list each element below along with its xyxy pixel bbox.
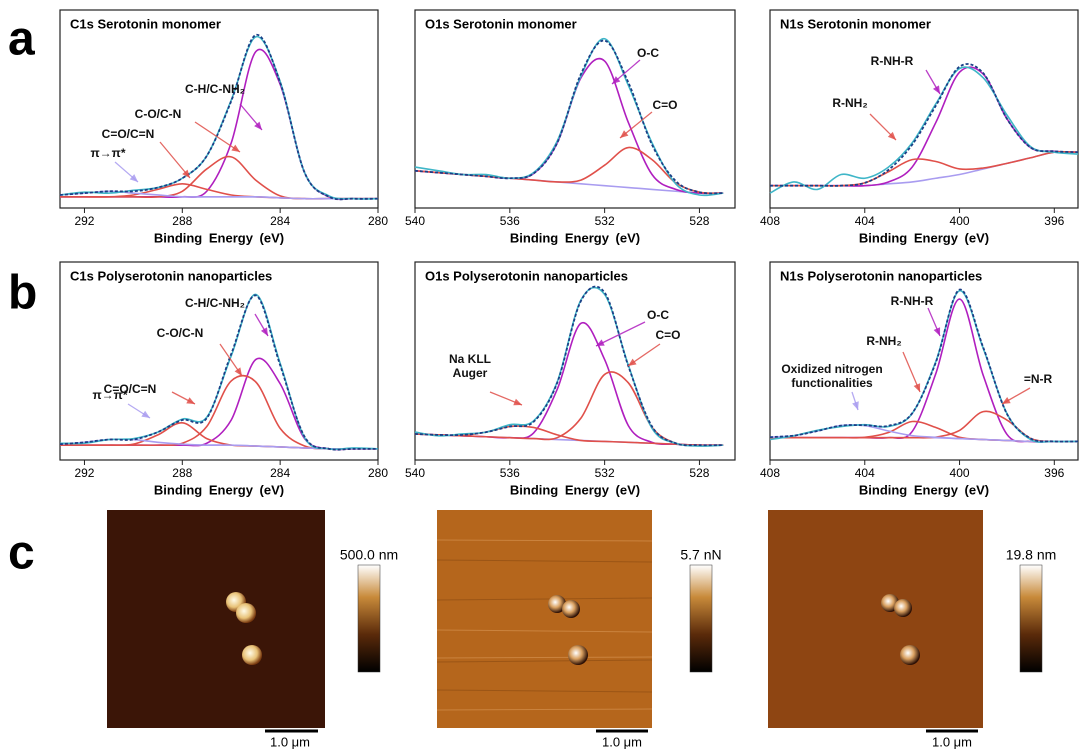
particle xyxy=(236,603,256,623)
annotation: C-O/C-N xyxy=(145,326,215,340)
panel-label: c xyxy=(8,527,35,580)
x-tick-label: 528 xyxy=(689,214,709,228)
series-line xyxy=(770,67,1078,186)
annotation: O-C xyxy=(628,46,668,60)
x-tick-label: 284 xyxy=(270,214,290,228)
x-tick-label: 536 xyxy=(500,214,520,228)
x-tick-label: 408 xyxy=(760,466,780,480)
annotation: π→π* xyxy=(85,388,135,402)
x-axis-label: Binding Energy (eV) xyxy=(859,482,989,497)
x-tick-label: 396 xyxy=(1044,466,1064,480)
scale-bar-label: 1.0 μm xyxy=(932,734,972,749)
annotation: π→π* xyxy=(83,146,133,160)
x-axis-label: Binding Energy (eV) xyxy=(510,482,640,497)
annotation: R-NH-R xyxy=(877,294,947,308)
series-line xyxy=(60,295,378,449)
arrow-head xyxy=(628,359,637,366)
x-tick-label: 280 xyxy=(368,214,388,228)
chart-title: O1s Polyserotonin nanoparticles xyxy=(425,268,628,283)
colorbar-label: 500.0 nm xyxy=(340,547,398,563)
afm-image xyxy=(437,510,652,728)
x-axis-label: Binding Energy (eV) xyxy=(510,230,640,245)
series-line xyxy=(415,59,723,194)
colorbar xyxy=(1020,565,1042,672)
chart-title: N1s Polyserotonin nanoparticles xyxy=(780,268,982,283)
x-tick-label: 288 xyxy=(172,214,192,228)
annotation: Na KLL Auger xyxy=(435,352,505,380)
panel-label: b xyxy=(8,267,37,320)
plot-frame xyxy=(60,262,378,460)
series-line xyxy=(415,39,723,196)
chart-title: C1s Serotonin monomer xyxy=(70,16,221,31)
arrow-head xyxy=(852,401,859,410)
annotation: Oxidized nitrogen functionalities xyxy=(772,362,892,390)
chart-title: C1s Polyserotonin nanoparticles xyxy=(70,268,272,283)
afm-image xyxy=(107,510,325,728)
annotation: C-H/C-NH₂ xyxy=(170,82,260,96)
afm-image xyxy=(768,510,983,728)
x-tick-label: 404 xyxy=(855,466,875,480)
series-line xyxy=(60,439,378,449)
annotation: C=O xyxy=(648,328,688,342)
series-line xyxy=(60,35,378,200)
annotation: O-C xyxy=(638,308,678,322)
scale-bar-label: 1.0 μm xyxy=(602,734,642,749)
scale-bar-label: 1.0 μm xyxy=(270,734,310,749)
x-tick-label: 540 xyxy=(405,466,425,480)
arrow-head xyxy=(261,327,268,336)
plot-frame xyxy=(770,10,1078,208)
particle xyxy=(242,645,262,665)
x-tick-label: 404 xyxy=(855,214,875,228)
arrow-head xyxy=(231,145,240,152)
x-tick-label: 408 xyxy=(760,214,780,228)
series-line xyxy=(415,147,723,193)
colorbar-label: 5.7 nN xyxy=(680,547,721,563)
annotation: R-NH₂ xyxy=(820,96,880,110)
x-axis-label: Binding Energy (eV) xyxy=(154,230,284,245)
x-tick-label: 536 xyxy=(500,466,520,480)
x-tick-label: 292 xyxy=(74,466,94,480)
plot-frame xyxy=(415,10,735,208)
figure: a b c 500.0 nm 1.0 μm 5.7 nN 1.0 μm 19.8… xyxy=(0,0,1079,752)
x-axis-label: Binding Energy (eV) xyxy=(859,230,989,245)
x-tick-label: 400 xyxy=(950,466,970,480)
arrow-head xyxy=(141,411,150,418)
x-tick-label: 532 xyxy=(595,466,615,480)
annotation: C=O xyxy=(645,98,685,112)
particle xyxy=(894,599,912,617)
series-line xyxy=(60,294,378,449)
arrow-head xyxy=(933,85,940,94)
series-line xyxy=(770,67,1078,193)
chart-title: O1s Serotonin monomer xyxy=(425,16,577,31)
annotation: C=O/C=N xyxy=(88,127,168,141)
x-tick-label: 540 xyxy=(405,214,425,228)
series-line xyxy=(60,49,378,199)
series-line xyxy=(415,41,723,194)
particle xyxy=(568,645,588,665)
x-tick-label: 280 xyxy=(368,466,388,480)
x-tick-label: 288 xyxy=(172,466,192,480)
annotation: R-NH-R xyxy=(857,54,927,68)
x-axis-label: Binding Energy (eV) xyxy=(154,482,284,497)
colorbar-label: 19.8 nm xyxy=(1006,547,1057,563)
plot-frame xyxy=(60,10,378,208)
arrow-head xyxy=(235,367,242,376)
x-tick-label: 532 xyxy=(595,214,615,228)
particle xyxy=(900,645,920,665)
series-line xyxy=(60,37,378,199)
x-tick-label: 396 xyxy=(1044,214,1064,228)
x-tick-label: 400 xyxy=(950,214,970,228)
x-tick-label: 284 xyxy=(270,466,290,480)
annotation: R-NH₂ xyxy=(854,334,914,348)
chart-title: N1s Serotonin monomer xyxy=(780,16,931,31)
x-tick-label: 292 xyxy=(74,214,94,228)
annotation: C-H/C-NH₂ xyxy=(170,296,260,310)
colorbar xyxy=(358,565,380,672)
panel-label: a xyxy=(8,13,35,66)
particle xyxy=(562,600,580,618)
colorbar xyxy=(690,565,712,672)
annotation: C-O/C-N xyxy=(123,107,193,121)
x-tick-label: 528 xyxy=(689,466,709,480)
annotation: =N-R xyxy=(1013,372,1063,386)
